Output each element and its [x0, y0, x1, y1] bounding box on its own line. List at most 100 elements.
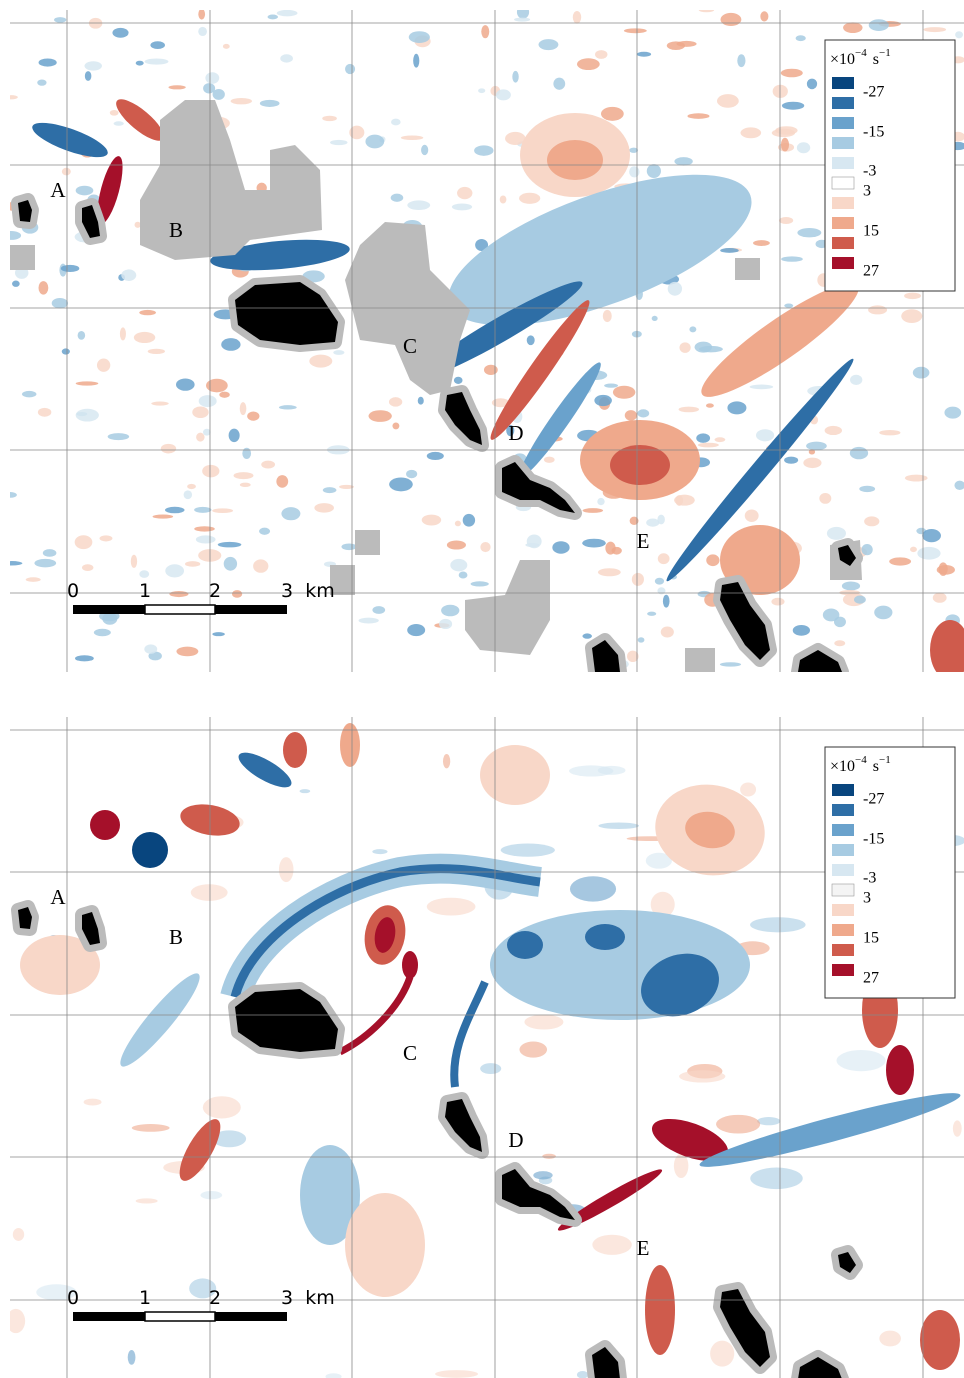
- speckle: [631, 572, 644, 586]
- speckle: [499, 195, 507, 204]
- legend-label: 3: [863, 183, 871, 200]
- speckle: [879, 429, 901, 436]
- speckle: [38, 58, 57, 67]
- speckle: [400, 135, 424, 141]
- shear-band: [338, 975, 414, 1056]
- speckle: [322, 487, 337, 494]
- speckle: [674, 157, 693, 166]
- speckle: [12, 280, 20, 287]
- speckle: [267, 14, 278, 20]
- legend-label: -15: [863, 831, 884, 848]
- speckle: [421, 144, 429, 156]
- speckle: [795, 35, 806, 42]
- speckle: [629, 166, 640, 178]
- legend-swatch: [832, 804, 854, 816]
- vortex: [448, 174, 752, 326]
- vortex: [507, 931, 543, 959]
- speckle: [954, 480, 964, 490]
- speckle: [203, 428, 211, 436]
- speckle: [660, 626, 674, 638]
- speckle: [720, 248, 739, 253]
- speckle: [572, 10, 582, 24]
- speckle: [597, 497, 605, 506]
- speckle: [491, 398, 510, 408]
- speckle: [133, 331, 156, 344]
- site-label: D: [508, 1128, 523, 1152]
- legend-swatch: [832, 257, 854, 269]
- speckle: [278, 405, 297, 410]
- speckle: [780, 137, 790, 152]
- speckle: [679, 342, 691, 353]
- speckle: [169, 591, 189, 598]
- speckle: [543, 456, 555, 463]
- speckle: [413, 53, 420, 68]
- speckle: [526, 335, 535, 346]
- island: [445, 392, 482, 445]
- speckle: [212, 1130, 247, 1148]
- speckle: [84, 71, 92, 81]
- legend-swatch: [832, 864, 854, 876]
- speckle: [650, 891, 675, 918]
- speckle: [604, 383, 619, 388]
- masked-area: [685, 648, 715, 672]
- speckle: [687, 113, 710, 119]
- speckle: [696, 433, 711, 443]
- speckle: [505, 131, 526, 145]
- speckle: [577, 58, 600, 71]
- speckle: [676, 40, 697, 47]
- scale-unit: km: [305, 1287, 335, 1309]
- speckle: [647, 611, 657, 616]
- legend-label: -3: [863, 870, 876, 887]
- vorticity-field: [10, 717, 964, 1378]
- masked-area: [735, 258, 760, 280]
- scale-segment: [73, 1312, 145, 1321]
- speckle: [699, 345, 723, 353]
- site-label: A: [50, 885, 66, 909]
- island: [82, 912, 100, 945]
- speckle: [826, 526, 846, 540]
- speckle: [185, 561, 201, 567]
- legend-label: 15: [863, 223, 879, 240]
- speckle: [198, 10, 206, 20]
- speckle: [904, 474, 928, 482]
- speckle: [516, 10, 530, 19]
- speckle: [698, 10, 715, 13]
- island: [720, 1289, 770, 1367]
- speckle: [127, 1349, 136, 1365]
- speckle: [217, 541, 242, 548]
- speckle: [37, 79, 47, 86]
- speckle: [195, 535, 216, 544]
- speckle: [519, 192, 541, 204]
- speckle: [407, 200, 431, 210]
- speckle: [720, 12, 742, 27]
- island: [502, 1169, 575, 1220]
- speckle: [280, 54, 293, 63]
- speckle: [119, 327, 126, 341]
- speckle: [276, 475, 289, 488]
- speckle: [42, 549, 57, 557]
- speckle: [34, 558, 57, 568]
- legend-unit: ×10−4 s−1: [830, 754, 891, 775]
- speckle: [836, 1050, 886, 1072]
- speckle: [524, 1014, 564, 1030]
- island: [502, 462, 575, 513]
- legend-label: -27: [863, 791, 884, 808]
- speckle: [139, 570, 150, 578]
- scale-segment: [215, 1312, 287, 1321]
- speckle: [223, 556, 238, 571]
- legend-swatch: [832, 137, 854, 149]
- vortex: [97, 156, 123, 224]
- speckle: [629, 147, 638, 153]
- vortex: [340, 723, 360, 767]
- speckle: [480, 541, 491, 553]
- speckle: [727, 401, 747, 415]
- site-label: D: [508, 421, 523, 445]
- speckle: [480, 1063, 502, 1075]
- vortex: [557, 1169, 663, 1231]
- speckle: [77, 331, 86, 340]
- speckle: [716, 94, 739, 108]
- speckle: [637, 637, 645, 643]
- speckle: [861, 543, 873, 556]
